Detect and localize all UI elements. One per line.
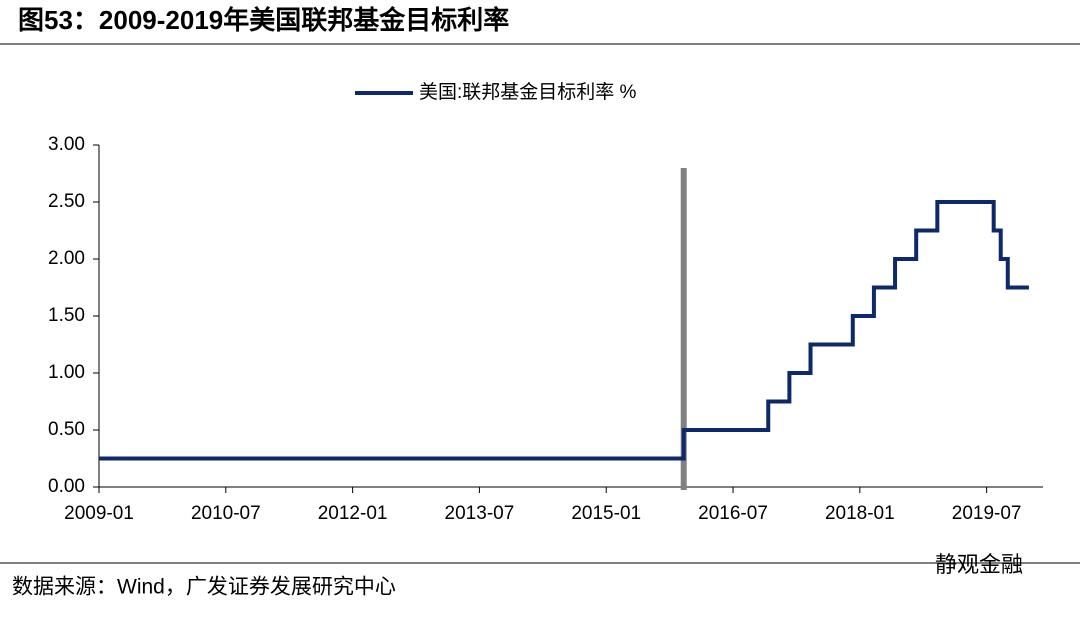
- legend-label: 美国:联邦基金目标利率 %: [419, 81, 637, 103]
- x-tick-label: 2015-01: [571, 503, 641, 524]
- plot: 0.00 0.50 1.00 1.50 2.00 2.50 3.00 2009-01 2010-…: [48, 81, 1043, 524]
- x-tick-label: 2016-07: [698, 503, 768, 524]
- x-tick-label: 2018-01: [825, 503, 895, 524]
- y-tick-label: 2.50: [48, 191, 85, 212]
- y-tick-label: 0.50: [48, 419, 85, 440]
- y-tick-label: 2.00: [48, 248, 85, 269]
- source: 数据来源：Wind，广发证券发展研究中心: [12, 576, 396, 599]
- x-tick-label: 2013-07: [445, 503, 515, 524]
- y-tick-label: 1.00: [48, 362, 85, 383]
- x-tick-label: 2010-07: [191, 503, 261, 524]
- y-tick-label: 1.50: [48, 305, 85, 326]
- watermark: 静观金融: [935, 552, 1023, 577]
- series-line: [99, 200, 1029, 461]
- x-tick-label: 2019-07: [952, 503, 1022, 524]
- y-tick-label: 0.00: [48, 476, 85, 497]
- y-tick-label: 3.00: [48, 134, 85, 155]
- x-tick-label: 2009-01: [64, 503, 134, 524]
- x-tick-label: 2012-01: [318, 503, 388, 524]
- title: 图53：2009-2019年美国联邦基金目标利率: [18, 5, 509, 35]
